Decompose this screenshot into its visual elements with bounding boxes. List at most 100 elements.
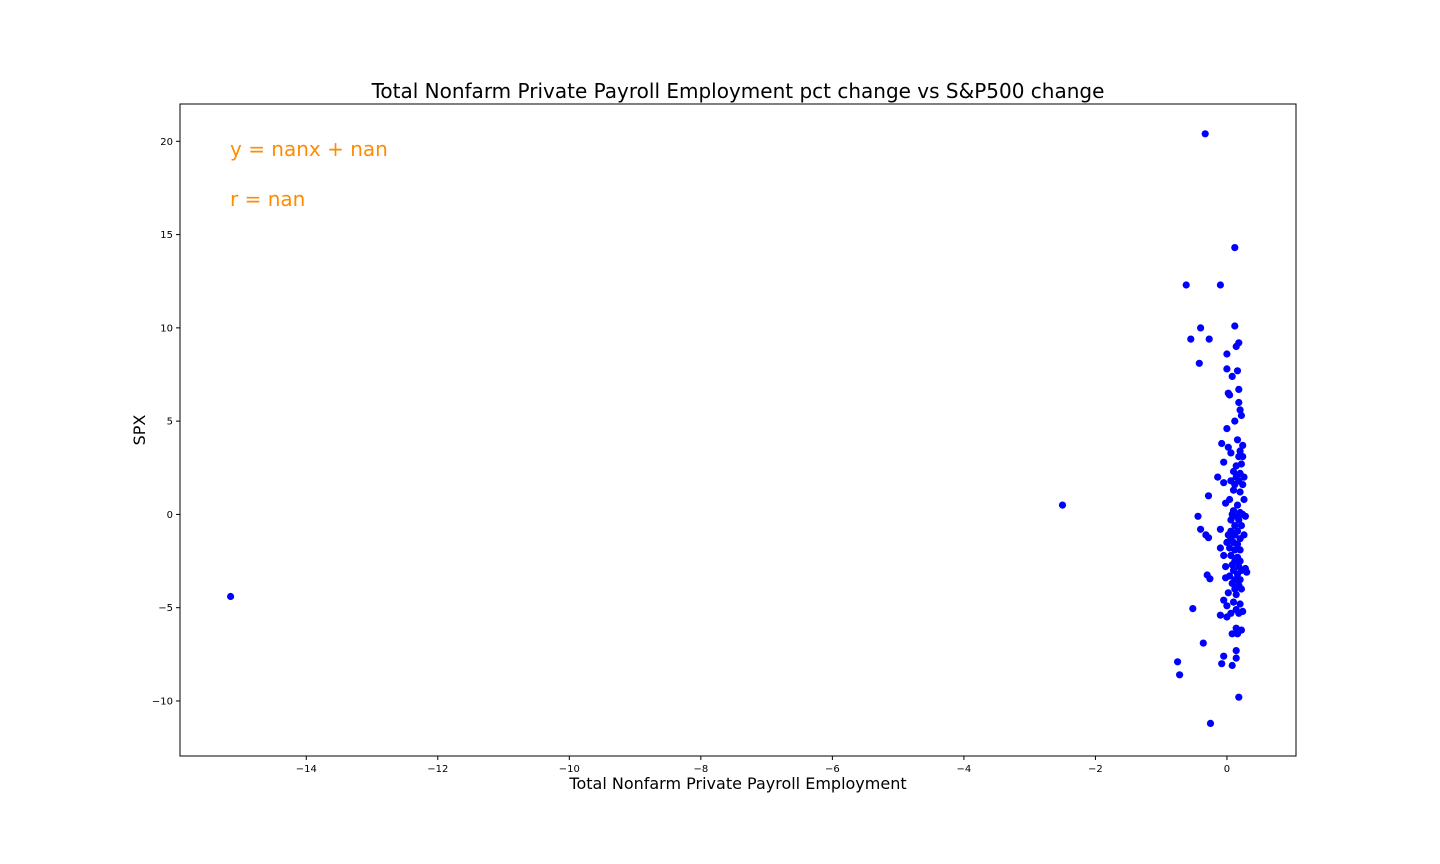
data-point-44 [1231, 481, 1239, 489]
data-point-82 [1220, 551, 1228, 560]
data-point-115 [1216, 611, 1224, 619]
plot-frame [179, 103, 1297, 757]
data-point-105 [1224, 589, 1232, 597]
data-point-43 [1220, 479, 1228, 487]
data-point-55 [1194, 512, 1202, 520]
x-tick-label: −10 [559, 764, 580, 775]
data-point-22 [1237, 411, 1245, 420]
y-tick-label: 0 [167, 510, 173, 521]
data-point-122 [1199, 639, 1207, 647]
data-point-120 [1228, 630, 1236, 638]
data-point-21 [1236, 406, 1244, 414]
data-point-4 [1182, 281, 1190, 289]
data-point-123 [1232, 647, 1240, 655]
x-tick-label: −2 [1088, 764, 1103, 775]
data-point-101 [1228, 579, 1236, 588]
y-axis-label: SPX [130, 415, 149, 446]
data-point-130 [1235, 693, 1243, 701]
data-point-127 [1218, 660, 1226, 668]
data-point-100 [1206, 575, 1214, 583]
data-point-93 [1243, 568, 1251, 576]
x-tick-label: −8 [693, 764, 708, 775]
data-point-110 [1223, 602, 1231, 610]
data-point-35 [1237, 460, 1245, 468]
data-point-30 [1227, 449, 1235, 457]
data-point-103 [1231, 585, 1239, 593]
y-tick-label: 20 [160, 137, 173, 148]
data-point-14 [1223, 365, 1231, 373]
data-point-104 [1237, 585, 1245, 593]
data-point-19 [1226, 391, 1234, 399]
regression-equation: y = nanx + nan [230, 137, 388, 161]
data-point-45 [1239, 481, 1247, 489]
y-axis-ticks: −10 −5 0 5 10 15 20 [152, 137, 180, 707]
data-point-62 [1231, 522, 1239, 530]
data-point-87 [1222, 563, 1230, 571]
data-point-126 [1174, 658, 1182, 666]
data-point-64 [1197, 525, 1205, 533]
data-point-51 [1222, 499, 1230, 507]
data-point-38 [1214, 473, 1222, 481]
data-point-61 [1235, 516, 1243, 524]
data-point-20 [1235, 398, 1243, 407]
data-point-117 [1235, 609, 1243, 617]
chart-title: Total Nonfarm Private Payroll Employment… [371, 79, 1105, 103]
correlation-coefficient: r = nan [230, 187, 305, 211]
data-point-109 [1236, 600, 1244, 608]
data-point-16 [1228, 372, 1236, 380]
data-point-17 [1235, 385, 1243, 393]
data-point-15 [1233, 367, 1242, 375]
data-point-9 [1205, 335, 1213, 343]
data-point-65 [1216, 525, 1224, 533]
data-point-99 [1236, 576, 1244, 584]
y-tick-label: −5 [158, 603, 173, 614]
data-point-50 [1240, 495, 1248, 504]
data-point-24 [1223, 425, 1231, 433]
data-point-129 [1176, 671, 1184, 679]
data-point-80 [1231, 546, 1239, 554]
data-point-59 [1241, 512, 1249, 520]
annotations: y = nanx + nan r = nan [230, 137, 388, 211]
data-point-12 [1223, 350, 1231, 358]
data-point-40 [1240, 473, 1248, 481]
data-point-28 [1224, 443, 1232, 451]
data-point-5 [1216, 281, 1224, 289]
x-axis-label: Total Nonfarm Private Payroll Employment [568, 774, 906, 793]
data-point-27 [1239, 441, 1247, 449]
data-point-81 [1236, 546, 1244, 554]
data-point-74 [1236, 535, 1244, 543]
data-point-111 [1189, 605, 1197, 613]
data-point-128 [1228, 661, 1236, 670]
x-tick-label: 0 [1224, 764, 1230, 775]
data-point-26 [1218, 439, 1226, 448]
data-point-6 [1231, 322, 1239, 330]
data-point-86 [1236, 557, 1244, 565]
data-point-36 [1229, 467, 1238, 476]
data-point-11 [1232, 342, 1240, 351]
x-tick-label: −14 [296, 764, 317, 775]
data-point-124 [1220, 652, 1228, 660]
data-point-83 [1227, 551, 1235, 560]
y-tick-label: 10 [160, 323, 173, 334]
data-point-2 [1201, 130, 1209, 138]
x-axis-ticks: −14 −12 −10 −8 −6 −4 −2 0 [296, 756, 1230, 775]
data-point-75 [1223, 538, 1231, 547]
data-point-1 [1058, 501, 1067, 509]
data-point-60 [1227, 516, 1235, 524]
x-tick-label: −12 [427, 764, 448, 775]
data-point-96 [1233, 570, 1242, 578]
y-tick-label: 5 [167, 417, 173, 428]
data-point-78 [1216, 544, 1224, 552]
data-point-8 [1187, 335, 1195, 343]
data-point-48 [1204, 492, 1213, 500]
data-point-13 [1195, 359, 1203, 367]
data-point-106 [1232, 591, 1240, 599]
data-point-29 [1236, 447, 1244, 455]
data-point-77 [1233, 540, 1242, 548]
data-point-116 [1223, 613, 1231, 621]
data-point-33 [1220, 458, 1228, 466]
data-point-125 [1232, 654, 1240, 662]
data-point-97 [1222, 574, 1230, 582]
x-tick-label: −6 [825, 764, 840, 775]
